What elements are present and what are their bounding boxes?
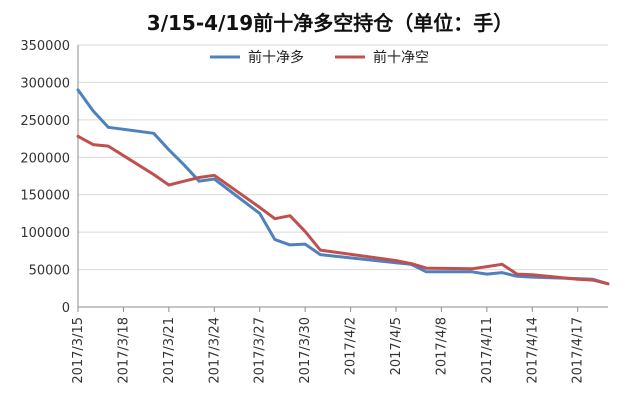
legend-label: 前十净多 xyxy=(248,49,304,66)
x-tick-label: 2017/3/27 xyxy=(253,317,268,384)
y-axis: 0 50000 100000 150000 200000 250000 300000 3500… xyxy=(20,39,79,316)
x-tick-label: 2017/4/5 xyxy=(389,317,404,375)
y-tick-label: 250000 xyxy=(20,114,70,129)
x-axis: 2017/3/15 2017/3/18 2017/3/21 2017/3/24 2017… xyxy=(71,306,608,384)
series-line xyxy=(76,88,610,286)
x-tick-label: 2017/3/15 xyxy=(71,317,86,384)
y-tick-label: 350000 xyxy=(20,39,70,54)
y-tick-label: 200000 xyxy=(20,151,70,166)
x-tick-label: 2017/3/18 xyxy=(116,317,131,384)
legend: 前十净多 前十净空 xyxy=(210,49,429,66)
y-tick-label: 0 xyxy=(62,301,70,316)
x-tick-label: 2017/4/17 xyxy=(571,317,586,384)
x-tick-label: 2017/4/11 xyxy=(480,317,495,384)
grid-lines xyxy=(78,44,608,271)
x-tick-label: 2017/3/30 xyxy=(298,317,313,384)
y-tick-label: 150000 xyxy=(20,189,70,204)
x-tick-label: 2017/4/8 xyxy=(434,317,449,375)
y-tick-label: 50000 xyxy=(29,264,70,279)
series-lines xyxy=(76,88,610,286)
legend-label: 前十净空 xyxy=(373,49,429,66)
x-tick-label: 2017/3/21 xyxy=(162,317,177,384)
y-tick-label: 300000 xyxy=(20,76,70,91)
y-tick-label: 100000 xyxy=(20,226,70,241)
chart-title: 3/15-4/19前十净多空持仓（单位：手） xyxy=(147,11,513,35)
x-tick-label: 2017/4/2 xyxy=(344,317,359,375)
x-tick-label: 2017/3/24 xyxy=(207,317,222,384)
series-line xyxy=(76,134,610,286)
x-tick-label: 2017/4/14 xyxy=(525,317,540,384)
